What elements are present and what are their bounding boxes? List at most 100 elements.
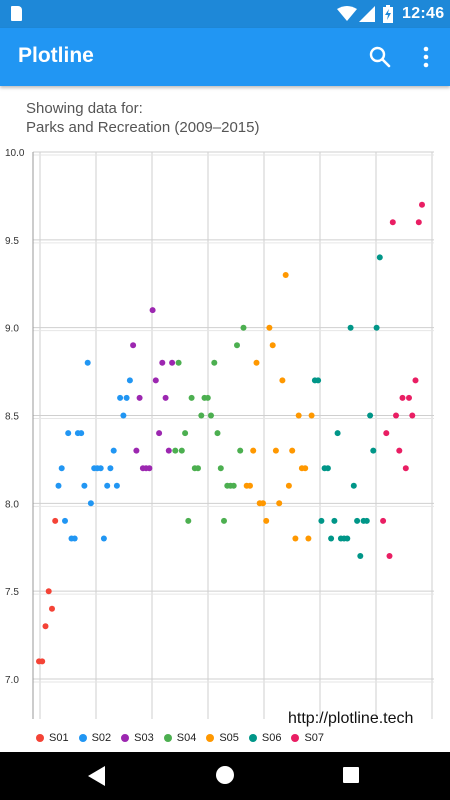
data-point-s05 xyxy=(269,342,276,349)
data-point-s07 xyxy=(402,465,409,472)
data-point-s05 xyxy=(272,447,279,454)
data-point-s02 xyxy=(104,482,111,489)
legend-label: S07 xyxy=(304,732,325,744)
data-point-s02 xyxy=(97,465,104,472)
data-point-s04 xyxy=(230,482,237,489)
data-point-s05 xyxy=(266,324,273,331)
data-point-s04 xyxy=(211,359,218,366)
data-point-s03 xyxy=(130,342,137,349)
data-point-s06 xyxy=(357,553,364,559)
legend-swatch xyxy=(78,734,87,742)
data-point-s06 xyxy=(344,535,351,542)
legend-item-s07: S07 xyxy=(291,732,324,744)
data-point-s01 xyxy=(52,517,59,524)
data-point-s04 xyxy=(182,430,189,437)
data-point-s04 xyxy=(175,359,182,366)
legend-item-s04: S04 xyxy=(163,732,197,744)
app-title: Plotline xyxy=(18,44,94,67)
status-time: 12:46 xyxy=(402,5,445,22)
data-point-s06 xyxy=(324,465,331,472)
data-point-s05 xyxy=(282,272,289,278)
data-point-s06 xyxy=(328,535,335,542)
data-point-s02 xyxy=(58,465,65,472)
recents-button[interactable] xyxy=(343,767,359,783)
y-tick-label: 8.0 xyxy=(5,499,19,510)
y-tick-label: 7.0 xyxy=(5,675,19,686)
data-point-s03 xyxy=(149,307,156,314)
data-point-s07 xyxy=(409,412,416,419)
data-point-s05 xyxy=(285,482,292,489)
data-point-s05 xyxy=(289,447,296,454)
data-point-s02 xyxy=(62,517,68,524)
data-point-s05 xyxy=(263,517,270,524)
data-point-s05 xyxy=(276,500,283,507)
search-icon[interactable] xyxy=(368,45,392,69)
data-point-s05 xyxy=(247,482,253,489)
data-point-s02 xyxy=(81,482,88,489)
data-point-s04 xyxy=(208,412,214,419)
legend-swatch xyxy=(248,734,257,742)
data-point-s04 xyxy=(185,517,192,524)
data-point-s05 xyxy=(253,359,260,366)
data-point-s01 xyxy=(45,588,52,595)
data-point-s03 xyxy=(162,394,169,401)
data-point-s02 xyxy=(100,535,107,542)
data-point-s04 xyxy=(178,447,185,454)
legend-swatch xyxy=(121,734,130,742)
data-point-s03 xyxy=(156,430,163,437)
data-point-s03 xyxy=(159,359,166,366)
data-point-s05 xyxy=(292,535,299,542)
data-point-s02 xyxy=(87,500,94,507)
legend-label: S02 xyxy=(91,732,112,744)
data-point-s04 xyxy=(221,517,227,524)
data-point-s01 xyxy=(49,605,55,612)
watermark-url: http://plotline.tech xyxy=(288,710,414,727)
data-point-s03 xyxy=(136,394,143,401)
data-point-s02 xyxy=(117,394,124,401)
home-button[interactable] xyxy=(216,766,234,784)
navigation-bar xyxy=(0,752,450,800)
data-point-s07 xyxy=(386,553,393,559)
legend-label: S06 xyxy=(261,732,282,744)
legend-item-s05: S05 xyxy=(206,732,239,744)
data-point-s04 xyxy=(198,412,205,419)
dataset-subtitle: Showing data for: Parks and Recreation (… xyxy=(26,99,259,137)
legend-item-s06: S06 xyxy=(248,732,282,744)
data-point-s06 xyxy=(350,482,357,489)
data-point-s01 xyxy=(42,623,49,630)
y-tick-label: 7.5 xyxy=(5,587,19,598)
y-tick-label: 8.5 xyxy=(5,412,19,423)
data-point-s07 xyxy=(389,219,396,226)
data-point-s06 xyxy=(370,447,377,454)
data-point-s07 xyxy=(406,394,412,401)
app-bar: Plotline xyxy=(0,28,450,86)
data-point-s07 xyxy=(415,219,422,226)
legend-swatch xyxy=(291,734,300,742)
data-point-s04 xyxy=(234,342,240,349)
data-point-s03 xyxy=(165,447,172,454)
data-point-s07 xyxy=(380,517,387,524)
legend-swatch xyxy=(163,734,172,742)
back-button[interactable] xyxy=(88,766,106,786)
data-point-s04 xyxy=(217,465,224,472)
data-point-s05 xyxy=(302,465,309,472)
data-point-s04 xyxy=(204,394,211,401)
data-point-s06 xyxy=(318,517,325,524)
data-point-s02 xyxy=(123,394,130,401)
data-point-s06 xyxy=(331,517,338,524)
data-point-s07 xyxy=(419,201,425,208)
subtitle-line-2: Parks and Recreation (2009–2015) xyxy=(26,119,260,136)
data-point-s04 xyxy=(240,324,247,331)
legend-label: S04 xyxy=(176,732,197,744)
data-point-s06 xyxy=(354,517,361,524)
more-vert-icon[interactable] xyxy=(416,45,436,69)
data-point-s05 xyxy=(279,377,286,384)
data-point-s01 xyxy=(39,658,46,665)
sd-card-icon xyxy=(11,6,22,21)
signal-icon xyxy=(359,6,375,22)
chart-legend: S01 S02 S03 S04 S05 S06 S07 xyxy=(36,730,334,746)
legend-swatch xyxy=(36,734,44,742)
data-point-s03 xyxy=(146,465,153,472)
data-point-s07 xyxy=(399,394,406,401)
data-point-s03 xyxy=(133,447,140,454)
